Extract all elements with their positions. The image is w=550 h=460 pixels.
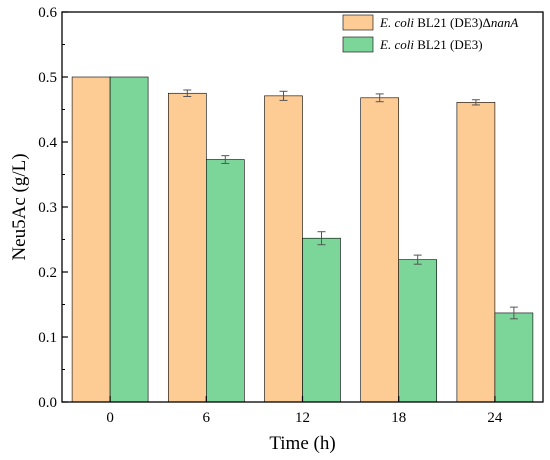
y-tick-label: 0.1 <box>38 330 57 346</box>
x-axis-label: Time (h) <box>269 433 335 454</box>
bar-series2-6 <box>206 159 245 403</box>
error-bar-series1-6 <box>183 89 192 97</box>
x-tick-label: 0 <box>106 410 114 426</box>
bar-series2-12 <box>302 237 341 403</box>
y-axis-label: Neu5Ac (g/L) <box>9 153 30 260</box>
x-tick-label: 24 <box>487 410 503 426</box>
error-bar-series2-6 <box>221 155 230 164</box>
y-tick-label: 0.6 <box>38 5 57 21</box>
y-tick-label: 0.0 <box>38 395 57 411</box>
y-tick-label: 0.4 <box>38 135 57 151</box>
y-tick-label: 0.2 <box>38 265 57 281</box>
legend-swatch <box>342 36 374 53</box>
x-tick-label: 18 <box>391 410 406 426</box>
x-tick-label: 12 <box>295 410 310 426</box>
bar-series1-18 <box>360 97 400 403</box>
legend-label: E. coli BL21 (DE3) <box>379 37 483 52</box>
error-bar-series1-18 <box>375 93 384 103</box>
bar-series1-6 <box>168 92 207 403</box>
bar-series1-0 <box>71 76 111 403</box>
y-tick-label: 0.3 <box>38 200 57 216</box>
error-bar-series1-24 <box>471 99 480 106</box>
legend-item-series2: E. coli BL21 (DE3) <box>342 36 483 53</box>
bar-series2-18 <box>398 259 438 403</box>
error-bar-series1-12 <box>279 90 288 101</box>
x-tick-label: 6 <box>203 410 211 426</box>
legend-item-series1: E. coli BL21 (DE3)ΔnanA <box>342 14 518 31</box>
error-bar-series2-18 <box>413 254 422 265</box>
y-tick-label: 0.5 <box>38 70 57 86</box>
bar-series1-24 <box>456 102 496 403</box>
legend: E. coli BL21 (DE3)ΔnanA E. coli BL21 (DE3… <box>342 14 518 53</box>
bar-series2-24 <box>494 312 534 403</box>
bar-series1-12 <box>264 95 303 403</box>
legend-label: E. coli BL21 (DE3)ΔnanA <box>379 15 518 30</box>
legend-swatch <box>342 14 374 31</box>
x-axis: 0 6 12 18 24 <box>106 396 503 426</box>
error-bar-series2-12 <box>317 231 326 246</box>
error-bar-series2-24 <box>509 306 518 320</box>
bars-layer <box>71 76 534 403</box>
bar-series2-0 <box>109 76 149 403</box>
y-axis: 0.0 0.1 0.2 0.3 0.4 0.5 0.6 <box>38 5 68 411</box>
error-bars-layer <box>183 89 518 320</box>
